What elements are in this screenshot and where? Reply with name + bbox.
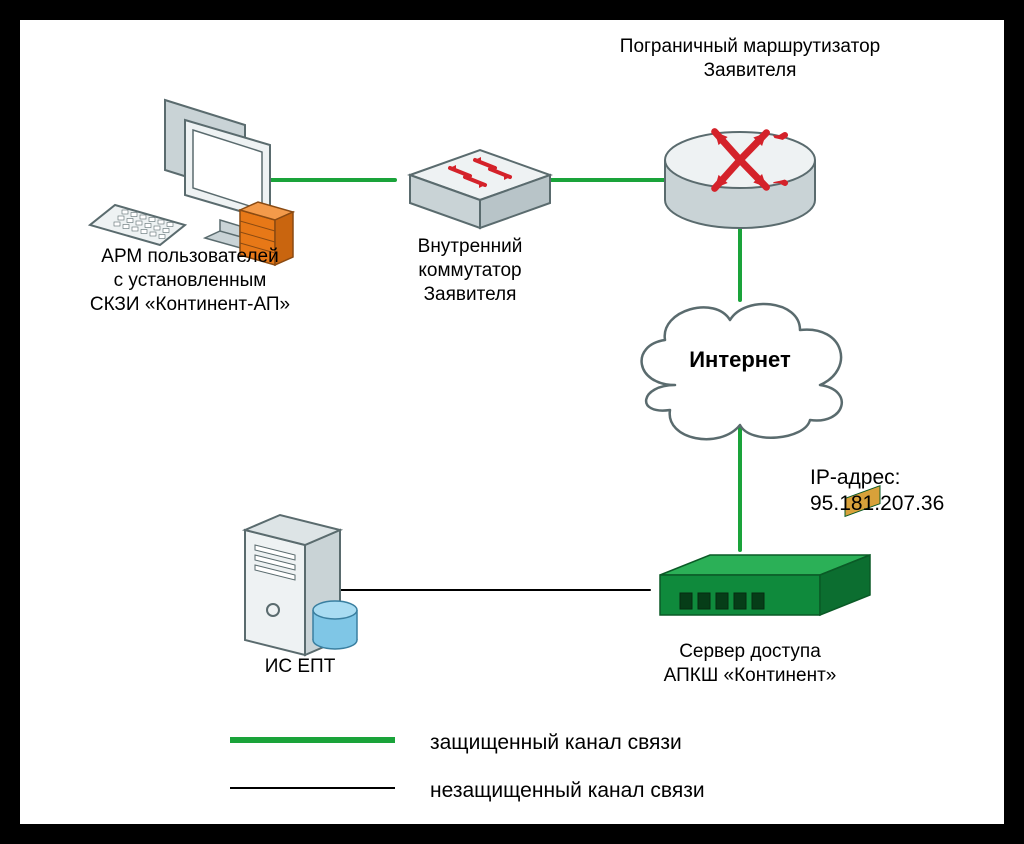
switch-label: Внутренний коммутатор Заявителя [375, 235, 565, 306]
internet-label: Интернет [660, 346, 820, 374]
diagram-frame: АРМ пользователей с установленным СКЗИ «… [20, 20, 1004, 824]
legend-secure-label: защищенный канал связи [430, 730, 682, 756]
router-label: Пограничный маршрутизатор Заявителя [580, 35, 920, 83]
ip-address-label: IP-адрес: 95.181.207.36 [810, 465, 990, 518]
access-server-label: Сервер доступа АПКШ «Континент» [630, 640, 870, 688]
network-diagram [20, 20, 1004, 824]
is-ept-label: ИС ЕПТ [230, 655, 370, 679]
workstation-label: АРМ пользователей с установленным СКЗИ «… [60, 245, 320, 316]
legend-insecure-label: незащищенный канал связи [430, 778, 705, 804]
